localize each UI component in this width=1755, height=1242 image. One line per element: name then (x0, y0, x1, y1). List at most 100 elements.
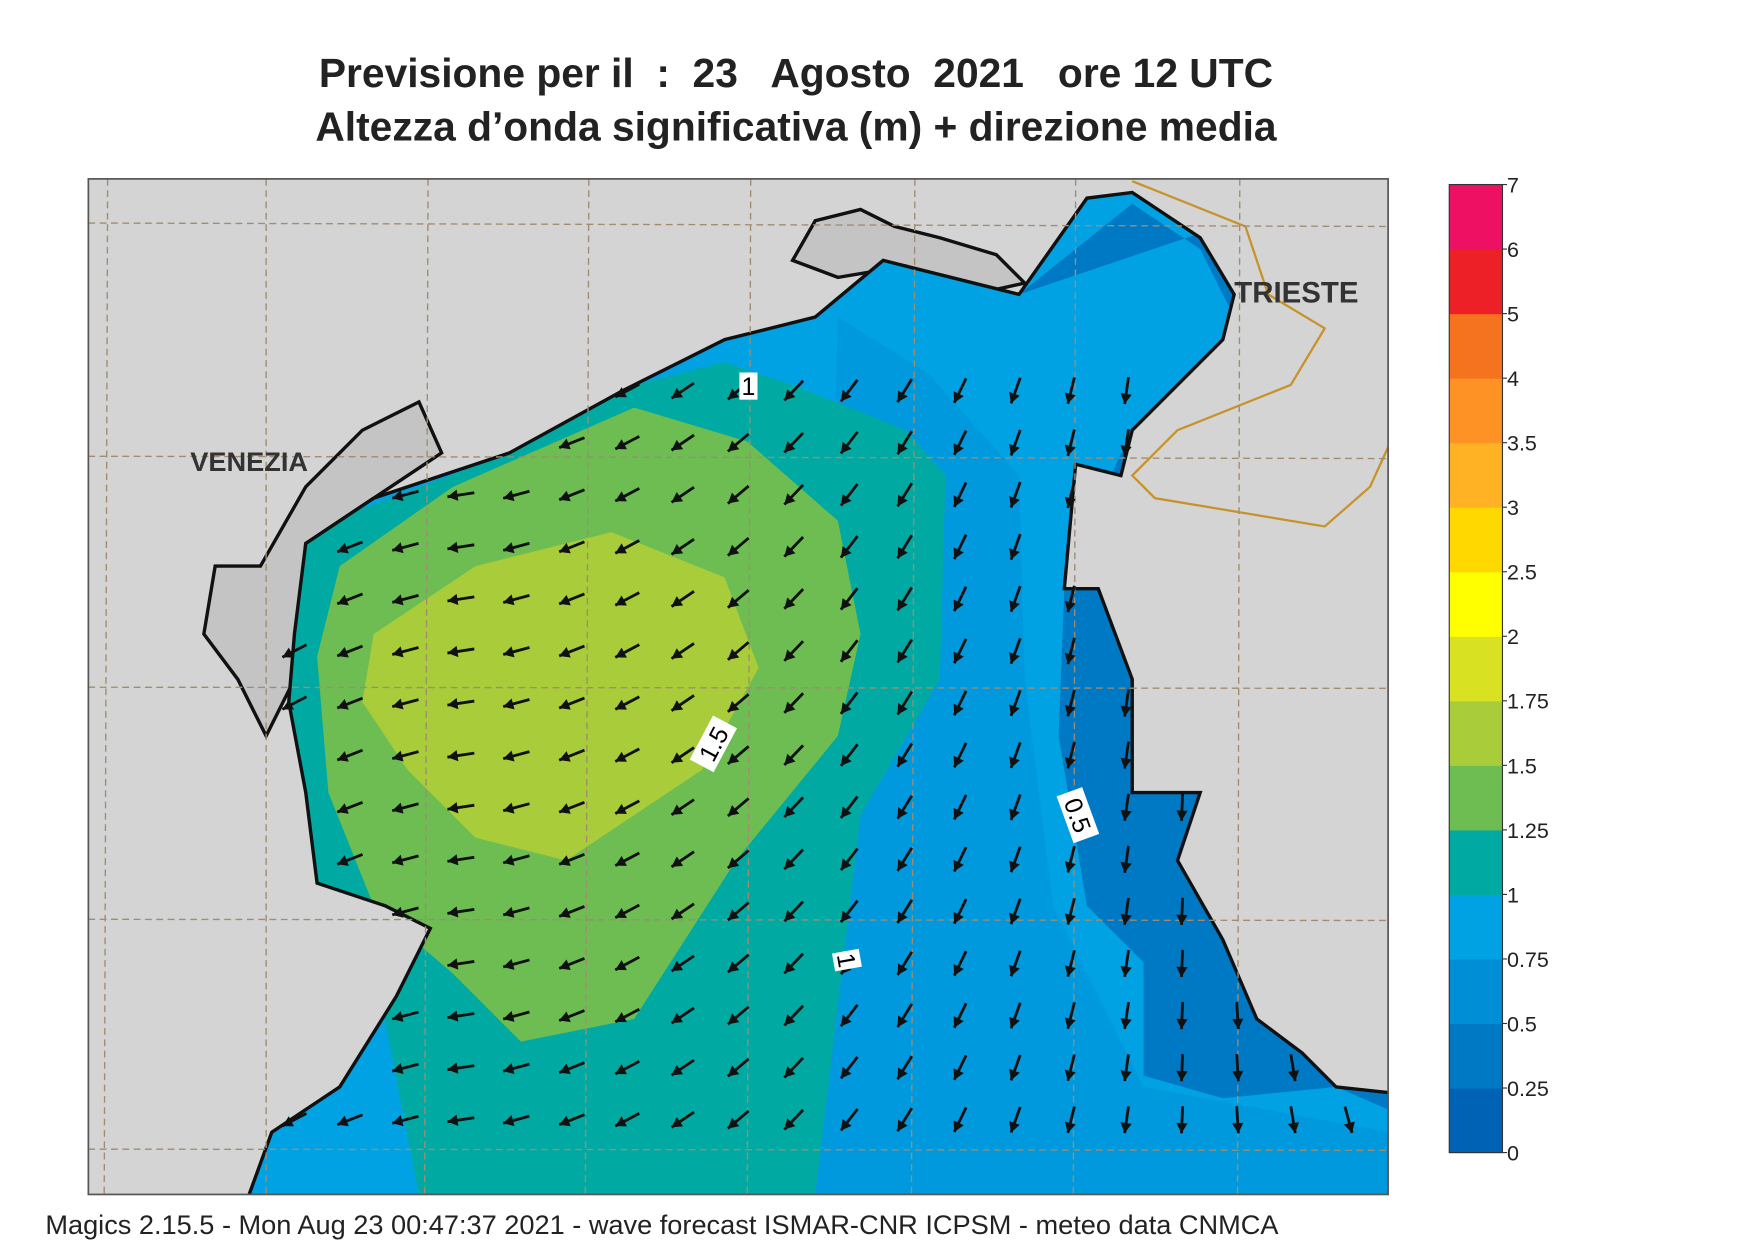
arrow-head (447, 1062, 459, 1074)
arrow-head (447, 958, 459, 970)
arrow-head (897, 755, 908, 767)
arrow-head (392, 750, 404, 762)
arrow-head (840, 598, 852, 610)
arrow-head (615, 1012, 627, 1023)
tick-label: 1.5 (1507, 754, 1537, 778)
arrow-head (447, 697, 459, 710)
arrow-head (840, 858, 852, 871)
arrow-head (447, 645, 459, 658)
arrow-head (337, 646, 349, 658)
contour-label: 0.5 (1056, 787, 1100, 844)
graticule (88, 178, 1389, 1195)
border (1130, 180, 1389, 528)
arrow-head (1009, 756, 1020, 768)
color-band (1449, 1023, 1503, 1089)
arrow-head (559, 1115, 571, 1127)
arrow-head (784, 441, 796, 453)
arrow-head (671, 1064, 684, 1076)
arrow-head (897, 963, 908, 976)
arrow-head (1120, 705, 1132, 717)
arrow-head (559, 438, 571, 450)
map-frame (87, 178, 1389, 1196)
wave-zone (815, 317, 1389, 1195)
tick-label: 2.5 (1507, 561, 1537, 585)
arrow-head (897, 494, 908, 507)
arrow-head (1064, 705, 1076, 717)
arrow-head (392, 906, 404, 918)
tick-label: 3 (1507, 496, 1519, 520)
arrow-head (1176, 810, 1188, 821)
arrow-head (671, 856, 684, 867)
arrow-head (559, 490, 571, 502)
color-band (1449, 313, 1503, 379)
arrow-head (615, 855, 627, 866)
color-band (1449, 1088, 1503, 1154)
arrow-head (1064, 965, 1076, 977)
arrow-head (953, 807, 964, 820)
arrow-head (840, 650, 852, 662)
arrow-head (1064, 757, 1076, 769)
arrow-head (671, 960, 684, 972)
arrow-head (671, 491, 684, 503)
arrow-head (559, 959, 571, 970)
arrow-head (840, 493, 852, 506)
arrow-head (447, 1114, 459, 1126)
arrow-head (392, 802, 404, 814)
arrow-head (953, 911, 964, 924)
arrow-head (727, 753, 740, 764)
arrow-head (615, 699, 627, 710)
arrow-head (953, 443, 964, 455)
arrow-head (1009, 964, 1020, 977)
arrow-head (1176, 1018, 1188, 1030)
tick-label: 7 (1507, 173, 1519, 197)
arrow-head (671, 908, 684, 920)
arrow-head (615, 543, 627, 554)
color-band (1449, 378, 1503, 444)
arrow-head (784, 493, 796, 505)
color-band (1449, 700, 1503, 766)
arrow-head (392, 594, 404, 606)
arrow-head (615, 907, 627, 918)
arrow-head (953, 599, 964, 612)
arrow-head (1009, 548, 1020, 560)
arrow-head (1064, 1017, 1076, 1029)
arrow-head (953, 1120, 964, 1132)
arrow-head (1064, 600, 1076, 613)
arrow-head (671, 700, 684, 711)
arrow-head (671, 544, 684, 555)
arrow-head (1009, 704, 1020, 716)
arrow-head (727, 700, 740, 712)
arrow-head (337, 855, 349, 866)
arrow-head (559, 751, 571, 762)
contour-label: 1 (831, 948, 862, 972)
arrow-head (897, 807, 908, 819)
wave-zone (362, 532, 759, 861)
arrow-head (727, 1117, 740, 1129)
arrow-head (1009, 1068, 1020, 1081)
arrow-head (503, 750, 515, 762)
arrow-head (953, 651, 964, 664)
arrow-head (1009, 860, 1020, 873)
arrow-head (337, 594, 349, 606)
arrow-head (1064, 392, 1076, 404)
arrow-head (953, 495, 964, 507)
subtitle: Altezza d’onda significativa (m) + direz… (315, 103, 1277, 149)
arrow-head (1120, 809, 1132, 821)
arrow-head (615, 387, 627, 398)
arrow-head (1009, 600, 1020, 612)
arrow-head (727, 492, 740, 504)
arrow-head (1064, 1121, 1076, 1133)
arrow-head (1120, 393, 1132, 405)
arrow-head (1120, 966, 1132, 977)
arrow-head (1064, 652, 1076, 665)
arrow-head (447, 1010, 459, 1022)
arrow-head (337, 542, 349, 554)
color-band (1449, 249, 1503, 315)
arrow-head (447, 802, 459, 814)
arrow-head (615, 491, 627, 502)
arrow-head (671, 387, 684, 399)
arrow-head (727, 1013, 740, 1025)
arrow-head (840, 754, 852, 766)
color-band (1449, 958, 1503, 1025)
arrow-head (392, 854, 404, 866)
